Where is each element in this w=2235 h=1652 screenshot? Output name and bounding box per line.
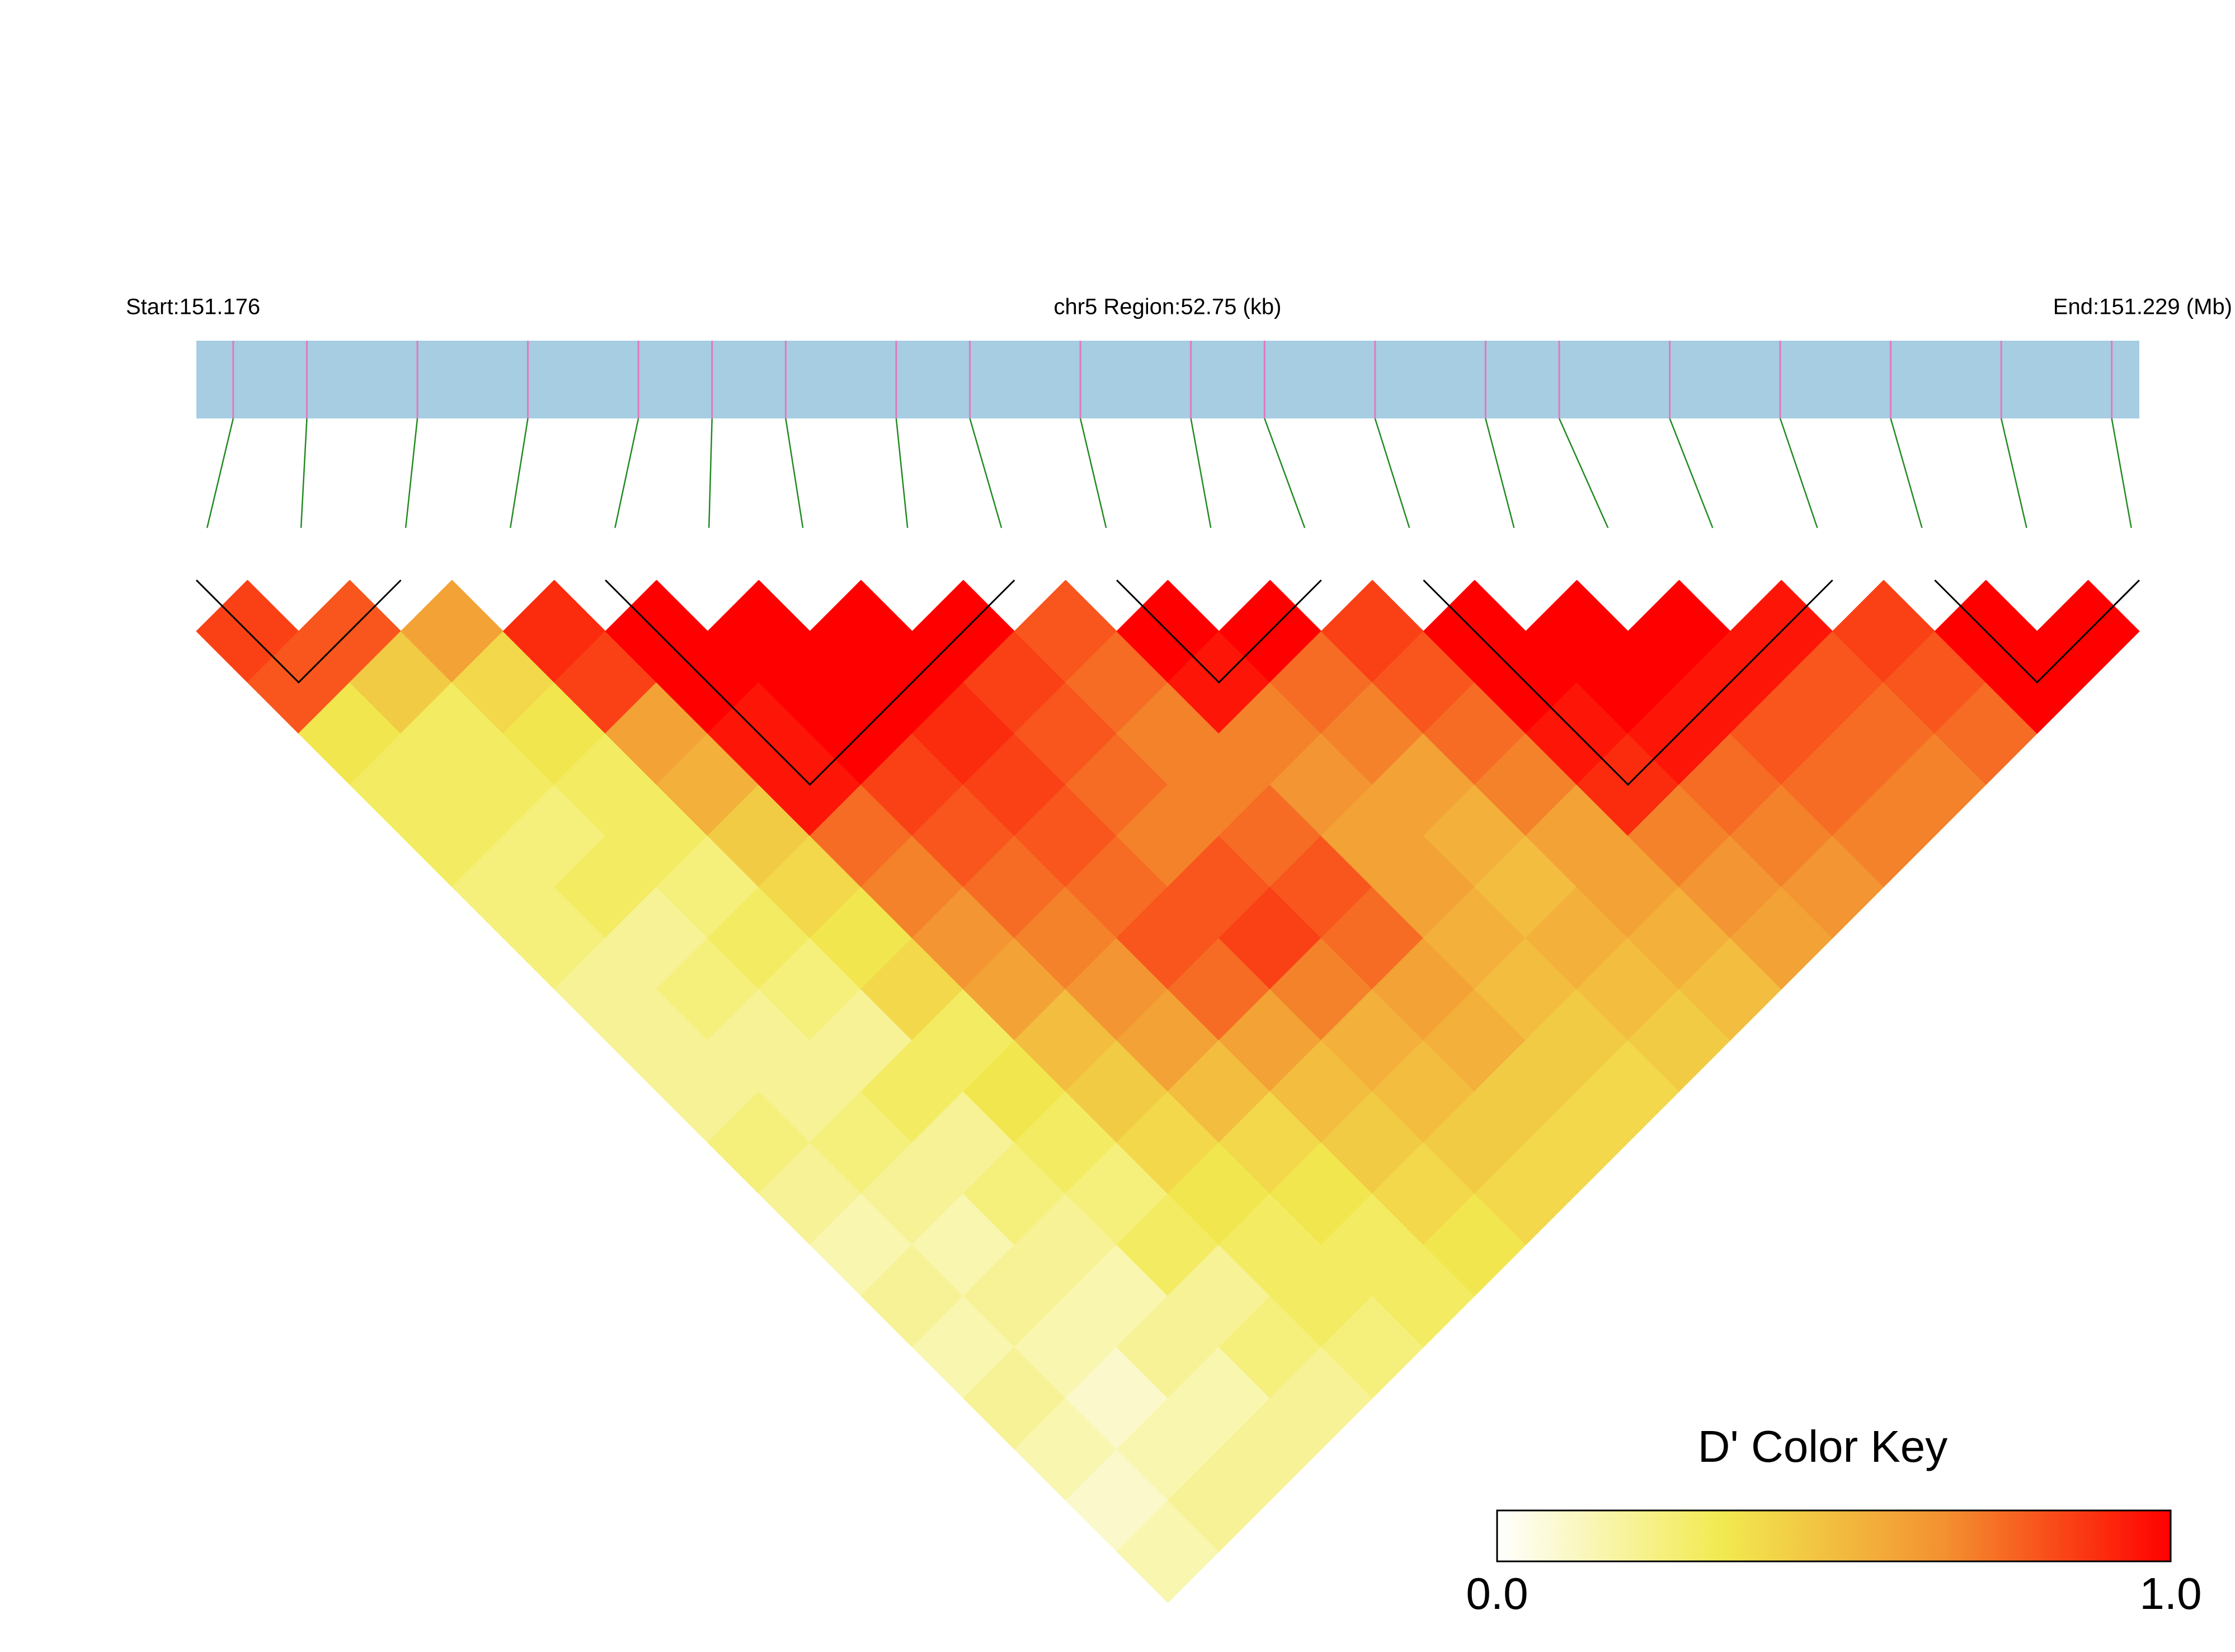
ld-block [605, 579, 1015, 786]
ld-block [195, 579, 402, 684]
ld-block [1934, 579, 2140, 684]
start-label: Start:151.176 [126, 295, 260, 319]
region-bar [196, 341, 2139, 418]
ld-block [1423, 579, 1833, 786]
color-key-title: D' Color Key [1698, 1422, 1948, 1471]
region-label: chr5 Region:52.75 (kb) [1054, 295, 1282, 319]
color-key-tick-label: 1.0 [2139, 1569, 2201, 1618]
end-label: End:151.229 (Mb) [2053, 295, 2232, 319]
color-key [1496, 1509, 2172, 1562]
ld-block [1116, 579, 1322, 684]
color-key-tick-label: 0.0 [1466, 1569, 1528, 1618]
top-mask [194, 528, 2142, 580]
